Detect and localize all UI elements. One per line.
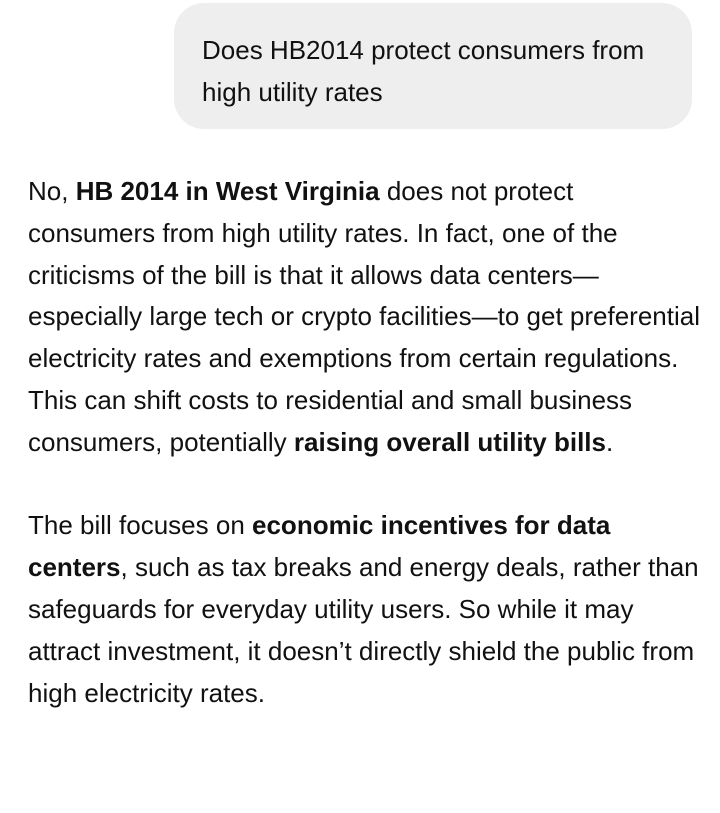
assistant-message: No, HB 2014 in West Virginia does not pr…: [28, 171, 700, 714]
paragraph-1-text-2: does not protect consumers from high uti…: [28, 176, 700, 457]
paragraph-2-bold-1: economic incentives for data centers: [28, 510, 611, 583]
paragraph-2-text-2: , such as tax breaks and energy deals, r…: [28, 552, 699, 708]
paragraph-1-text-1: No,: [28, 176, 76, 206]
assistant-paragraph-2: The bill focuses on economic incentives …: [28, 505, 700, 714]
assistant-paragraph-1: No, HB 2014 in West Virginia does not pr…: [28, 171, 700, 464]
user-message-bubble: Does HB2014 protect consumers from high …: [174, 3, 692, 129]
paragraph-2-text-1: The bill focuses on: [28, 510, 253, 541]
paragraph-1-text-3: .: [606, 426, 614, 457]
user-message-text: Does HB2014 protect consumers from high …: [202, 35, 645, 107]
paragraph-1-bold-1: HB 2014 in West Virginia: [75, 176, 380, 206]
paragraph-1-bold-2: raising overall utility bills: [293, 426, 606, 457]
